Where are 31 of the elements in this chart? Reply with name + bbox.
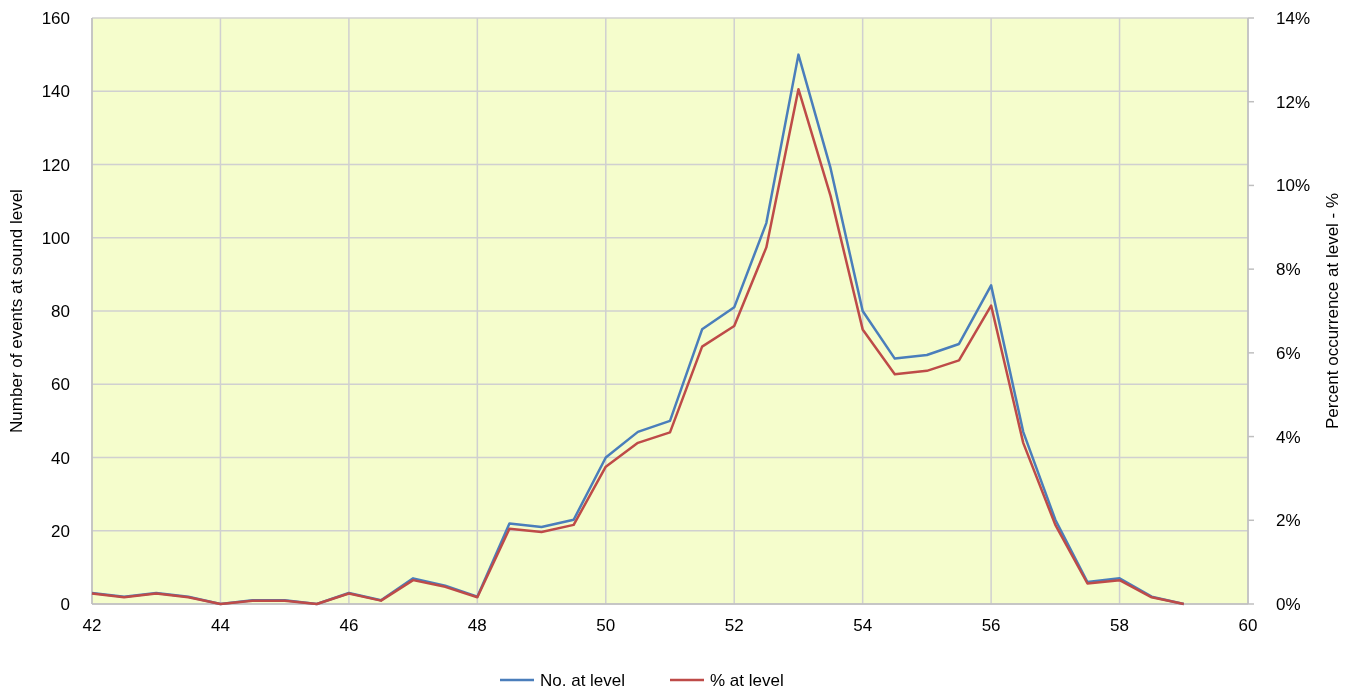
legend-label: % at level	[710, 671, 784, 690]
x-tick-label: 46	[339, 616, 359, 635]
y-tick-label: 160	[41, 9, 70, 28]
y2-tick-label: 2%	[1276, 511, 1301, 531]
x-tick-label: 48	[467, 616, 487, 635]
y-tick-label: 120	[41, 155, 70, 175]
y2-tick-label: 0%	[1276, 595, 1301, 614]
y-tick-label: 20	[51, 521, 70, 541]
y-tick-label: 80	[51, 302, 70, 321]
x-tick-label: 54	[853, 616, 873, 635]
x-tick-label: 52	[724, 616, 744, 635]
x-tick-label: 44	[210, 616, 230, 635]
y2-tick-label: 8%	[1276, 260, 1301, 280]
y-tick-label: 0	[60, 595, 70, 614]
x-tick-label: 50	[596, 616, 616, 635]
y-tick-label: 40	[51, 448, 70, 468]
y2-tick-label: 10%	[1276, 176, 1311, 196]
y-tick-label: 140	[41, 82, 70, 102]
y2-axis-title: Percent occurrence at level - %	[1323, 192, 1342, 430]
y-axis-title: Number of events at sound level	[7, 189, 26, 433]
x-tick-label: 42	[82, 616, 102, 635]
y-tick-label: 100	[41, 228, 70, 248]
y-tick-label: 60	[51, 375, 70, 395]
y2-tick-label: 14%	[1276, 9, 1311, 28]
y2-tick-label: 12%	[1276, 92, 1311, 112]
x-tick-label: 56	[981, 616, 1001, 635]
x-tick-label: 60	[1238, 616, 1258, 635]
legend-label: No. at level	[540, 671, 626, 690]
y2-tick-label: 6%	[1276, 343, 1301, 363]
x-tick-label: 58	[1110, 616, 1130, 635]
y2-tick-label: 4%	[1276, 427, 1301, 447]
